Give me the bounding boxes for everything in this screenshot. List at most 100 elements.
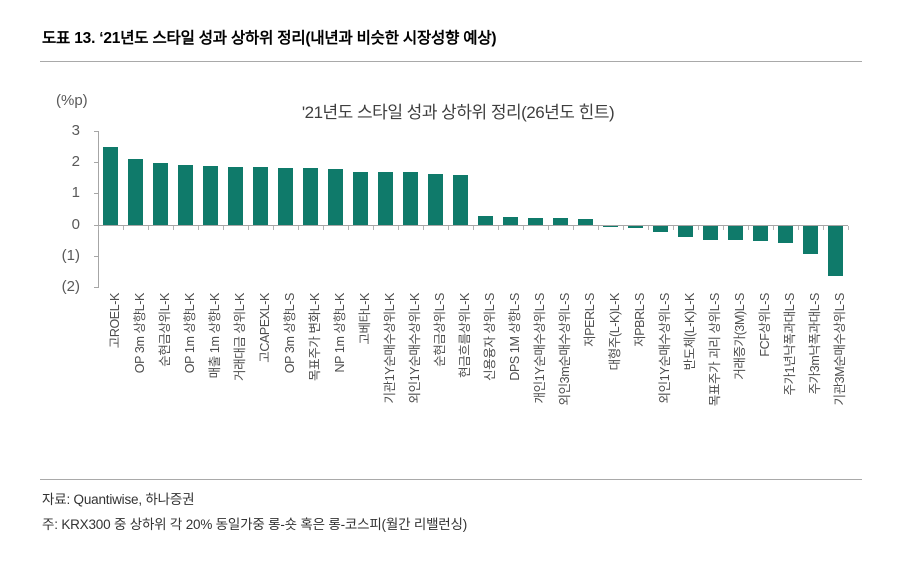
x-tick-mark — [473, 225, 474, 230]
x-tick-mark — [848, 225, 849, 230]
x-axis-label: OP 3m 상향L-K — [132, 293, 147, 374]
x-tick-mark — [598, 225, 599, 230]
x-tick-mark — [648, 225, 649, 230]
x-tick-mark — [148, 225, 149, 230]
bar — [478, 215, 493, 225]
x-axis-label: 주가3m낙폭과대L-S — [807, 293, 822, 395]
x-tick-mark — [373, 225, 374, 230]
bar — [378, 171, 393, 225]
x-tick-mark — [273, 225, 274, 230]
bar — [603, 225, 618, 227]
bar — [503, 216, 518, 225]
x-tick-mark — [348, 225, 349, 230]
x-axis-label: 매출 1m 상향L-K — [207, 293, 222, 379]
bar — [303, 168, 318, 225]
x-tick-mark — [773, 225, 774, 230]
y-tick-mark — [94, 131, 98, 132]
x-tick-mark — [298, 225, 299, 230]
source-note: 자료: Quantiwise, 하나증권 — [42, 492, 195, 507]
x-tick-mark — [248, 225, 249, 230]
bar — [803, 225, 818, 254]
x-axis-label: 고CAPEXL-K — [257, 293, 272, 363]
x-axis-label: 신용융자 상위L-S — [482, 293, 497, 381]
x-tick-mark — [323, 225, 324, 230]
x-axis-label: 저PBRL-S — [632, 293, 647, 347]
bar — [278, 167, 293, 225]
bar — [253, 167, 268, 225]
bar — [128, 159, 143, 225]
bar — [578, 218, 593, 225]
x-tick-mark — [223, 225, 224, 230]
y-tick-mark — [94, 193, 98, 195]
x-axis-label: 순현금상위L-S — [432, 293, 447, 367]
x-axis-label: 거래증가(3M)L-S — [732, 293, 747, 380]
x-axis-label: OP 3m 상향L-S — [282, 293, 297, 374]
bar — [403, 172, 418, 225]
bar — [328, 169, 343, 225]
x-tick-mark — [823, 225, 824, 230]
page-title: 도표 13. ‘21년도 스타일 성과 상하위 정리(내년과 비슷한 시장성향 … — [42, 30, 497, 47]
footer-divider — [40, 479, 862, 480]
y-tick-mark — [94, 287, 98, 288]
x-axis-label: NP 1m 상향L-K — [332, 293, 347, 373]
bar — [553, 217, 568, 225]
bar — [178, 165, 193, 225]
x-axis-label: FCF상위L-S — [757, 293, 772, 357]
x-axis-label: 목표주가 변화L-K — [307, 293, 322, 381]
x-axis-label: 고ROEL-K — [107, 293, 122, 349]
x-tick-mark — [98, 225, 99, 230]
y-tick-label: 1 — [71, 184, 80, 202]
chart-title: '21년도 스타일 성과 상하위 정리(26년도 힌트) — [301, 103, 615, 122]
y-tick-label: 3 — [71, 122, 80, 139]
x-tick-mark — [198, 225, 199, 230]
x-axis-label: 기관3M순매수상위L-S — [832, 293, 847, 406]
bar — [103, 146, 118, 225]
x-tick-mark — [573, 225, 574, 230]
plot-area — [94, 131, 849, 288]
x-tick-mark — [723, 225, 724, 230]
bar — [453, 175, 468, 225]
bar — [228, 166, 243, 225]
y-tick-label: (1) — [61, 246, 80, 264]
x-axis-label: 순현금상위L-K — [157, 293, 172, 367]
x-axis-zero-line — [98, 224, 848, 226]
x-tick-mark — [623, 225, 624, 230]
x-axis-label: 거래대금 상위L-K — [232, 293, 247, 381]
x-tick-mark — [748, 225, 749, 230]
y-tick-label: 0 — [71, 215, 80, 233]
x-axis-label: 대형주(L-K)L-K — [607, 293, 622, 371]
bar — [653, 225, 668, 232]
x-tick-mark — [123, 225, 124, 230]
bar — [703, 225, 718, 240]
y-axis-labels: 3 2 1 0 (1) (2) — [30, 122, 90, 295]
bar — [528, 217, 543, 225]
bar — [203, 165, 218, 225]
bar — [778, 225, 793, 243]
x-tick-mark — [798, 225, 799, 230]
y-tick-label: 2 — [71, 153, 80, 171]
x-tick-mark — [523, 225, 524, 230]
bar — [828, 225, 843, 276]
y-tick-label: (2) — [61, 278, 80, 295]
x-axis-label: 기관1Y순매수상위L-K — [382, 293, 397, 404]
x-axis-label: 고베타L-K — [357, 293, 372, 345]
x-tick-mark — [448, 225, 449, 230]
x-tick-mark — [398, 225, 399, 230]
x-tick-mark — [173, 225, 174, 230]
bar — [153, 163, 168, 225]
bar — [353, 171, 368, 225]
bar — [428, 174, 443, 225]
bar — [728, 225, 743, 240]
bar — [753, 225, 768, 241]
x-axis-labels: 고ROEL-K OP 3m 상향L-K 순현금상위L-K OP 1m 상향L-K 매출 … — [98, 293, 848, 479]
x-axis-label: 외인1Y순매수상위L-K — [407, 293, 422, 404]
x-axis-label: 저PERL-S — [582, 293, 597, 347]
x-axis-label: 개인1Y순매수상위L-S — [532, 293, 547, 404]
x-tick-mark — [423, 225, 424, 230]
x-axis-label: 외인1Y순매수상위L-S — [657, 293, 672, 404]
bar — [628, 225, 643, 229]
x-axis-label: 목표주가 괴리 상위L-S — [707, 293, 722, 407]
x-axis-label: DPS 1M 상향L-S — [507, 293, 522, 381]
x-axis-label: OP 1m 상향L-K — [182, 293, 197, 374]
y-tick-mark — [94, 255, 98, 257]
